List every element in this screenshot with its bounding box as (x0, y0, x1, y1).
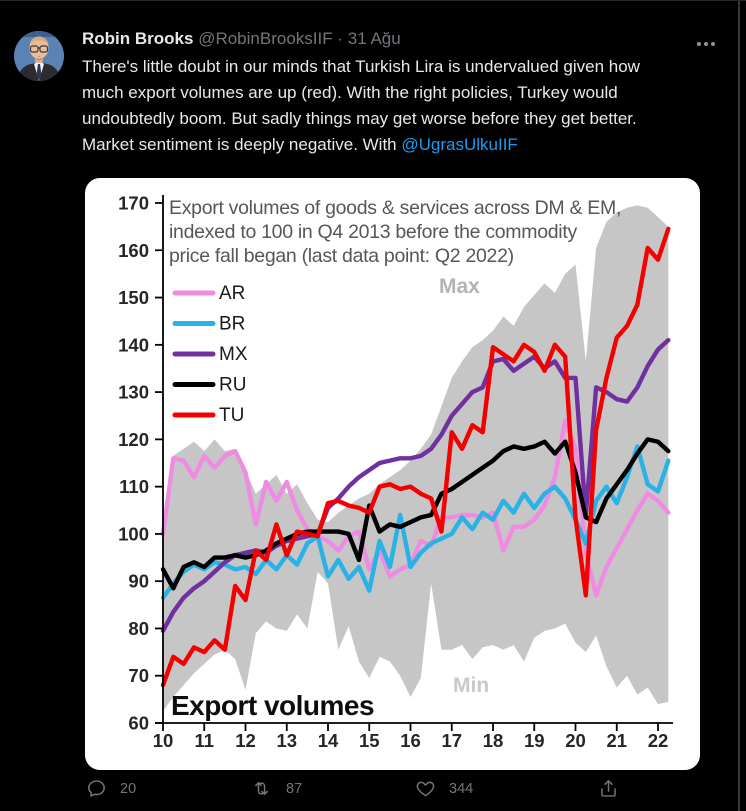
svg-text:Export volumes of goods & serv: Export volumes of goods & services acros… (169, 197, 621, 219)
column-right-divider (738, 1, 740, 811)
svg-text:22: 22 (648, 730, 669, 751)
svg-text:16: 16 (400, 730, 421, 751)
svg-text:12: 12 (235, 730, 256, 751)
tweet-text-line: There's little doubt in our minds that T… (82, 57, 640, 76)
tweet-text: There's little doubt in our minds that T… (82, 54, 730, 158)
author-handle[interactable]: @RobinBrooksIIF (198, 29, 333, 48)
like-count: 344 (449, 780, 474, 797)
series-line-RU (160, 437, 671, 591)
svg-text:21: 21 (606, 730, 627, 751)
svg-text:10: 10 (153, 730, 174, 751)
svg-text:13: 13 (276, 730, 297, 751)
legend-label-AR: AR (219, 283, 245, 304)
svg-text:60: 60 (128, 712, 149, 733)
svg-text:140: 140 (118, 334, 149, 355)
series-line-MX (160, 337, 671, 634)
svg-text:150: 150 (118, 287, 149, 308)
min-label: Min (453, 674, 489, 697)
separator-dot: · (337, 29, 344, 48)
max-label: Max (439, 275, 480, 298)
legend-label-TU: TU (219, 405, 244, 426)
share-icon (601, 780, 616, 797)
reply-count: 20 (120, 780, 137, 797)
avatar-photo (14, 31, 64, 81)
svg-text:indexed to 100 in Q4 2013 bef: indexed to 100 in Q4 2013 before the com… (169, 221, 577, 243)
svg-text:100: 100 (118, 523, 149, 544)
retweet-icon (255, 782, 268, 795)
author-name[interactable]: Robin Brooks (82, 29, 194, 48)
svg-text:170: 170 (118, 193, 149, 214)
svg-text:price fall began (last data po: price fall began (last data point: Q2 20… (169, 245, 514, 267)
svg-text:19: 19 (524, 730, 545, 751)
series-line-BR (160, 444, 671, 600)
chart-title: Export volumes of goods & services acros… (169, 197, 621, 267)
svg-text:80: 80 (128, 618, 149, 639)
svg-text:17: 17 (441, 730, 462, 751)
legend-label-RU: RU (219, 375, 246, 396)
svg-text:14: 14 (318, 730, 339, 751)
engagement-bar: 20 87 344 (0, 770, 746, 811)
heart-icon (416, 781, 435, 797)
svg-text:15: 15 (359, 730, 380, 751)
retweet-button[interactable]: 87 (250, 778, 302, 799)
svg-text:90: 90 (128, 571, 149, 592)
svg-text:120: 120 (118, 429, 149, 450)
export-volumes-chart[interactable]: 60 70 80 90 100 110 120 130 140 150 160 170 10 11 12 13… (85, 178, 700, 770)
chart-canvas: 60 70 80 90 100 110 120 130 140 150 160 170 10 11 12 13… (118, 193, 673, 752)
reply-icon (88, 780, 105, 797)
axes (155, 195, 673, 731)
avatar[interactable] (14, 31, 64, 81)
svg-text:110: 110 (119, 476, 149, 497)
tweet-date[interactable]: 31 Ağu (347, 29, 401, 48)
tweet-text-line: Market sentiment is deeply negative. Wit… (82, 135, 518, 154)
legend-label-BR: BR (219, 314, 245, 335)
tweet-text-line: undoubtedly boom. But sadly things may g… (82, 109, 637, 128)
more-menu-icon[interactable] (697, 35, 725, 53)
svg-text:18: 18 (483, 730, 504, 751)
chart-annotation: Export volumes (171, 690, 374, 721)
axis-tick-labels: 60 70 80 90 100 110 120 130 140 150 160 170 10 11 12 13… (118, 193, 668, 752)
svg-text:130: 130 (118, 382, 149, 403)
svg-text:160: 160 (118, 240, 149, 261)
legend: AR BR MX RU TU (172, 283, 248, 426)
svg-text:20: 20 (565, 730, 586, 751)
tweet-text-line: much export volumes are up (red). With t… (82, 83, 618, 102)
series-line-TU (160, 226, 671, 688)
legend-label-MX: MX (219, 344, 248, 365)
svg-text:11: 11 (194, 730, 214, 751)
retweet-count: 87 (286, 780, 303, 797)
share-button[interactable] (598, 778, 619, 799)
mention-link[interactable]: @UgrasUlkuIIF (401, 135, 518, 154)
reply-button[interactable]: 20 (86, 778, 136, 799)
svg-text:70: 70 (128, 665, 149, 686)
like-button[interactable]: 344 (415, 778, 473, 799)
tweet-header: Robin Brooks @RobinBrooksIIF · 31 Ağu (82, 28, 682, 50)
